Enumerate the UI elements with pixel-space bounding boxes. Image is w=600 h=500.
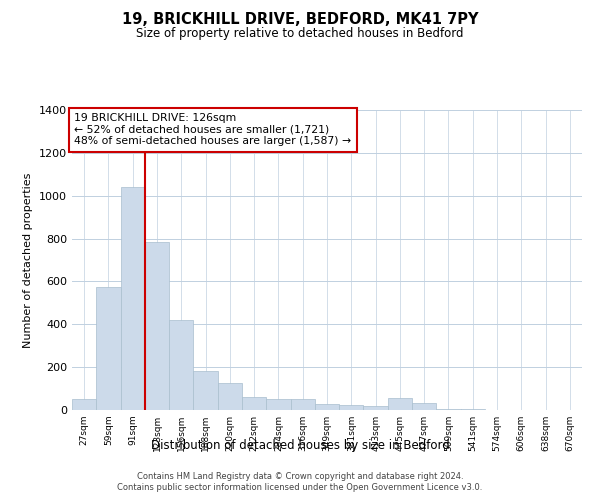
Bar: [242, 396, 266, 410]
Bar: [169, 320, 193, 410]
Bar: [96, 287, 121, 410]
Text: Size of property relative to detached houses in Bedford: Size of property relative to detached ho…: [136, 28, 464, 40]
Text: Contains HM Land Registry data © Crown copyright and database right 2024.: Contains HM Land Registry data © Crown c…: [137, 472, 463, 481]
Bar: [339, 406, 364, 410]
Bar: [315, 404, 339, 410]
Bar: [145, 242, 169, 410]
Bar: [193, 372, 218, 410]
Bar: [412, 402, 436, 410]
Y-axis label: Number of detached properties: Number of detached properties: [23, 172, 34, 348]
Bar: [364, 406, 388, 410]
Text: 19, BRICKHILL DRIVE, BEDFORD, MK41 7PY: 19, BRICKHILL DRIVE, BEDFORD, MK41 7PY: [122, 12, 478, 28]
Bar: [121, 187, 145, 410]
Text: Contains public sector information licensed under the Open Government Licence v3: Contains public sector information licen…: [118, 484, 482, 492]
Bar: [218, 383, 242, 410]
Bar: [388, 398, 412, 410]
Bar: [266, 400, 290, 410]
Bar: [436, 409, 461, 410]
Bar: [72, 400, 96, 410]
Bar: [290, 400, 315, 410]
Text: 19 BRICKHILL DRIVE: 126sqm
← 52% of detached houses are smaller (1,721)
48% of s: 19 BRICKHILL DRIVE: 126sqm ← 52% of deta…: [74, 113, 352, 146]
Text: Distribution of detached houses by size in Bedford: Distribution of detached houses by size …: [151, 440, 449, 452]
